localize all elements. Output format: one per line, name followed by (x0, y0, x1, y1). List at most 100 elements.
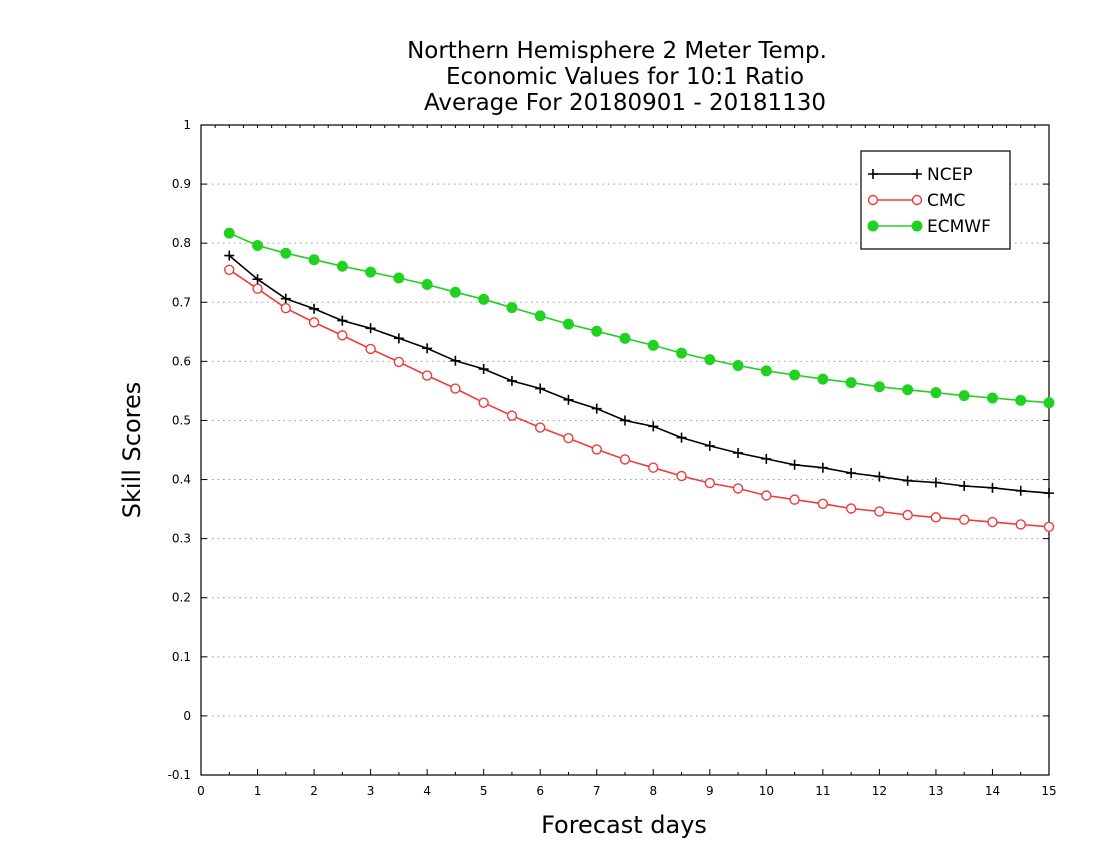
data-point-cmc (789, 494, 800, 505)
data-point-ncep (620, 415, 630, 426)
chart-title-line-2: Economic Values for 10:1 Ratio (446, 64, 804, 90)
x-tick-label: 3 (367, 784, 375, 798)
chart-title: Northern Hemisphere 2 Meter Temp. Econom… (407, 38, 827, 116)
y-tick-label: 0.9 (172, 177, 191, 191)
x-tick-label: 0 (197, 784, 205, 798)
legend-marker-cmc (911, 194, 923, 206)
y-tick-label: 0.8 (172, 236, 191, 250)
data-point-cmc (1043, 521, 1055, 533)
x-tick-label: 7 (593, 784, 601, 798)
data-point-ecmwf (562, 318, 574, 330)
data-point-ecmwf (930, 387, 942, 399)
data-point-ecmwf (958, 390, 970, 402)
data-point-ecmwf (534, 310, 546, 322)
x-tick-label: 13 (928, 784, 943, 798)
data-point-cmc (1015, 519, 1026, 530)
data-point-ncep (817, 462, 828, 473)
data-point-ncep (450, 355, 461, 366)
data-point-cmc (478, 397, 489, 408)
data-point-ncep (902, 475, 913, 486)
x-tick-label: 14 (985, 784, 1000, 798)
legend-marker-ncep (912, 169, 922, 179)
legend-label-ecmwf: ECMWF (927, 217, 991, 237)
axes: -0.100.10.20.30.40.50.60.70.80.910 1 2 3 4 5 6… (168, 118, 1057, 798)
x-tick-label: 2 (310, 784, 318, 798)
y-tick-label: 0.2 (172, 591, 191, 605)
data-point-ncep (422, 343, 433, 354)
data-point-ncep (676, 432, 687, 443)
y-tick-label: 0.3 (172, 532, 191, 546)
x-tick-label: 11 (815, 784, 830, 798)
data-point-ncep (789, 459, 800, 470)
data-point-cmc (421, 370, 433, 381)
y-tick-label: -0.1 (168, 768, 191, 782)
legend-marker-ncep (868, 169, 878, 179)
data-point-cmc (535, 422, 546, 433)
data-point-cmc (874, 506, 885, 517)
data-point-ncep (309, 303, 320, 314)
gridlines (201, 183, 1049, 717)
data-point-ecmwf (902, 384, 914, 396)
x-tick-label: 10 (759, 784, 774, 798)
data-point-ncep (280, 293, 291, 304)
data-point-cmc (930, 512, 942, 523)
data-point-ncep (874, 471, 885, 482)
data-point-cmc (337, 330, 348, 341)
data-point-ecmwf (1043, 397, 1055, 409)
x-tick-label: 6 (536, 784, 544, 798)
data-point-ecmwf (223, 227, 235, 239)
chart-title-line-1: Northern Hemisphere 2 Meter Temp. (407, 38, 827, 64)
data-point-cmc (817, 498, 829, 509)
data-point-ecmwf (732, 360, 744, 371)
data-point-cmc (224, 264, 235, 275)
data-point-ncep (563, 394, 574, 405)
data-point-cmc (959, 514, 970, 525)
legend-box (860, 150, 1011, 250)
x-tick-label: 5 (480, 784, 488, 798)
data-point-cmc (987, 516, 998, 528)
data-point-ncep (1015, 485, 1026, 496)
x-tick-label: 1 (254, 784, 262, 798)
data-point-cmc (761, 490, 772, 501)
data-point-ecmwf (647, 339, 659, 351)
data-point-cmc (902, 509, 913, 521)
data-point-ncep (365, 323, 376, 334)
data-point-cmc (732, 483, 744, 494)
data-point-ncep (535, 383, 546, 394)
data-point-ncep (337, 315, 348, 326)
y-tick-label: 1 (183, 118, 191, 132)
x-tick-label: 4 (423, 784, 431, 798)
legend-label-ncep: NCEP (927, 165, 973, 185)
x-tick-label: 15 (1041, 784, 1056, 798)
data-point-ncep (930, 477, 941, 488)
data-point-ncep (648, 421, 659, 432)
data-point-ecmwf (252, 240, 264, 252)
y-tick-label: 0.5 (172, 413, 191, 427)
y-axis-title: Skill Scores (118, 382, 146, 519)
data-point-cmc (393, 356, 405, 368)
data-point-cmc (845, 503, 857, 514)
data-point-ecmwf (280, 247, 292, 259)
legend-marker-cmc (867, 194, 879, 206)
data-point-cmc (619, 454, 631, 465)
data-point-ncep (1044, 488, 1054, 499)
data-point-ncep (506, 375, 517, 386)
data-point-cmc (563, 432, 574, 444)
data-point-ncep (846, 468, 857, 479)
y-tick-label: 0.1 (172, 650, 191, 664)
data-point-ecmwf (1015, 394, 1027, 406)
data-point-ecmwf (591, 325, 603, 337)
data-point-cmc (591, 444, 602, 455)
data-point-ecmwf (845, 377, 857, 389)
data-point-ecmwf (817, 373, 829, 385)
y-tick-label: 0.6 (172, 354, 191, 368)
data-point-ncep (761, 453, 772, 464)
legend-marker-ecmwf (911, 220, 923, 232)
data-point-cmc (506, 410, 518, 421)
series-line-cmc (228, 269, 1050, 528)
data-point-ncep (959, 481, 970, 492)
data-point-ecmwf (506, 302, 518, 314)
data-point-cmc (648, 462, 659, 473)
data-point-cmc (450, 383, 461, 394)
